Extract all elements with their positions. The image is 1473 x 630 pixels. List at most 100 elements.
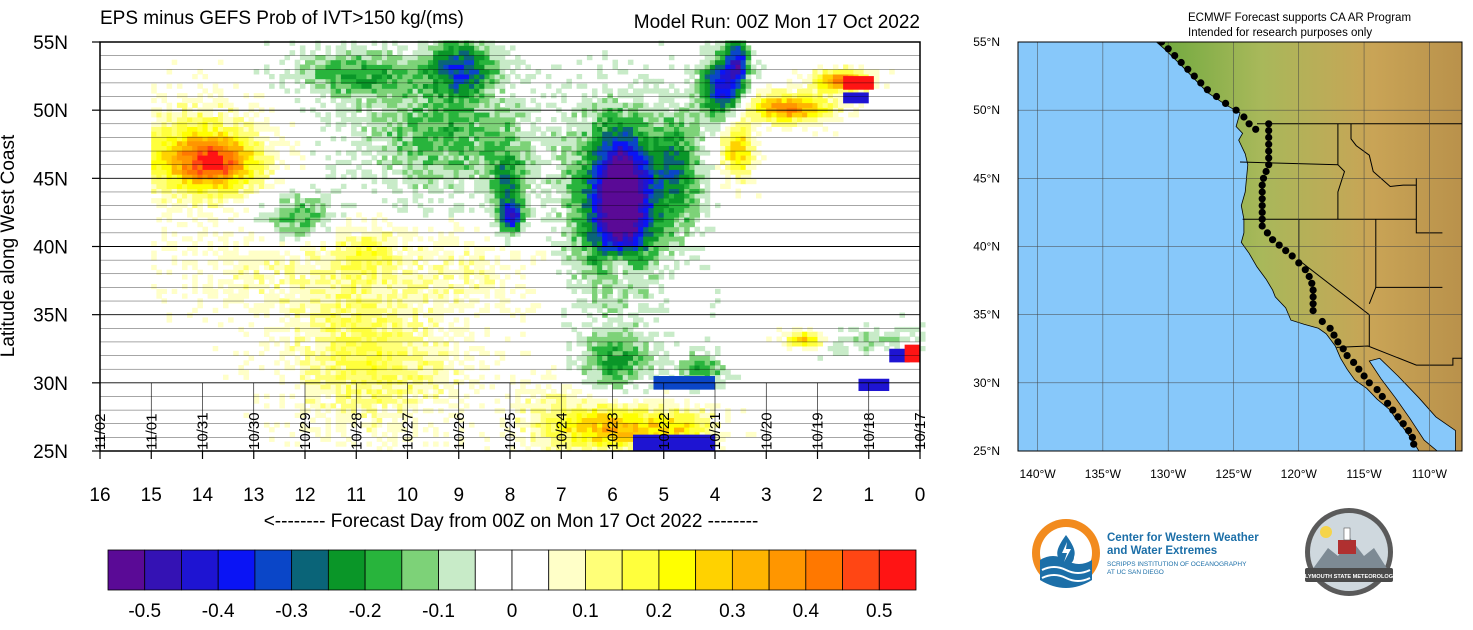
heatmap-cell bbox=[643, 288, 649, 294]
heatmap-cell bbox=[428, 97, 434, 104]
heatmap-cell bbox=[566, 131, 572, 137]
heatmap-cell bbox=[315, 69, 321, 75]
heatmap-cell bbox=[171, 207, 178, 213]
heatmap-cell bbox=[643, 159, 649, 166]
heatmap-cell bbox=[397, 83, 403, 89]
heatmap-cell bbox=[182, 126, 188, 132]
heatmap-cell bbox=[540, 198, 547, 204]
heatmap-cell bbox=[586, 346, 593, 352]
heatmap-cell bbox=[320, 284, 326, 290]
heatmap-cell bbox=[597, 212, 603, 218]
heatmap-cell bbox=[597, 346, 603, 352]
heatmap-cell bbox=[258, 121, 265, 127]
heatmap-cell bbox=[305, 369, 311, 376]
heatmap-cell bbox=[561, 174, 567, 180]
heatmap-cell bbox=[622, 150, 629, 156]
heatmap-cell bbox=[627, 264, 634, 271]
heatmap-cell bbox=[412, 350, 419, 356]
heatmap-cell bbox=[325, 293, 332, 299]
heatmap-cell bbox=[305, 379, 311, 385]
heatmap-cell bbox=[489, 164, 496, 170]
heatmap-cell bbox=[412, 117, 419, 123]
heatmap-cell bbox=[545, 408, 552, 414]
heatmap-cell bbox=[586, 112, 593, 118]
heatmap-cell bbox=[279, 236, 285, 242]
heatmap-cell bbox=[530, 389, 537, 395]
heatmap-cell bbox=[340, 422, 347, 428]
heatmap-cell bbox=[479, 131, 485, 137]
heatmap-cell bbox=[458, 150, 465, 156]
heatmap-cell bbox=[392, 117, 398, 123]
heatmap-cell bbox=[530, 212, 537, 218]
heatmap-cell bbox=[545, 236, 552, 242]
heatmap-cell bbox=[658, 303, 665, 309]
heatmap-cell bbox=[443, 45, 449, 51]
heatmap-cell bbox=[351, 102, 357, 108]
heatmap-cell bbox=[310, 207, 316, 213]
heatmap-cell bbox=[530, 74, 537, 80]
heatmap-cell bbox=[622, 155, 629, 161]
heatmap-cell bbox=[422, 360, 429, 366]
heatmap-cell bbox=[535, 169, 542, 175]
heatmap-cell bbox=[397, 131, 403, 137]
heatmap-cell bbox=[586, 236, 593, 242]
heatmap-cell bbox=[607, 126, 613, 132]
heatmap-cell bbox=[592, 245, 598, 251]
heatmap-cell bbox=[530, 145, 537, 151]
heatmap-cell bbox=[627, 427, 634, 433]
heatmap-cell bbox=[617, 169, 624, 175]
heatmap-cell bbox=[387, 102, 393, 108]
heatmap-cell bbox=[258, 145, 265, 151]
heatmap-cell bbox=[566, 198, 572, 204]
heatmap-cell bbox=[325, 55, 332, 61]
heatmap-cell bbox=[294, 341, 301, 347]
heatmap-cell bbox=[617, 174, 624, 180]
heatmap-cell bbox=[381, 307, 388, 313]
heatmap-cell bbox=[284, 250, 291, 256]
heatmap-cell bbox=[207, 198, 214, 204]
heatmap-cell bbox=[371, 312, 378, 318]
heatmap-cell bbox=[376, 241, 383, 247]
heatmap-cell bbox=[612, 145, 619, 151]
heatmap-cell bbox=[556, 155, 562, 161]
heatmap-cell bbox=[607, 412, 613, 418]
heatmap-cell bbox=[340, 59, 347, 65]
heatmap-cell bbox=[586, 121, 593, 127]
heatmap-cell bbox=[284, 326, 291, 333]
heatmap-cell bbox=[663, 155, 670, 161]
heatmap-cell bbox=[279, 231, 285, 237]
heatmap-cell bbox=[653, 131, 660, 137]
heatmap-cell bbox=[376, 336, 383, 342]
heatmap-cell bbox=[658, 255, 665, 261]
heatmap-cell bbox=[320, 241, 326, 247]
heatmap-cell bbox=[356, 336, 362, 342]
heatmap-cell bbox=[315, 336, 321, 342]
heatmap-cell bbox=[151, 121, 157, 127]
heatmap-cell bbox=[151, 174, 157, 180]
heatmap-cell bbox=[166, 164, 173, 170]
heatmap-cell bbox=[238, 159, 244, 166]
heatmap-cell bbox=[566, 183, 572, 189]
heatmap-cell bbox=[438, 350, 444, 356]
heatmap-cell bbox=[217, 112, 224, 118]
heatmap-cell bbox=[463, 69, 470, 75]
heatmap-cell bbox=[627, 183, 634, 189]
heatmap-cell bbox=[335, 379, 342, 385]
heatmap-cell bbox=[597, 412, 603, 418]
heatmap-cell bbox=[622, 403, 629, 409]
heatmap-cell bbox=[576, 336, 583, 342]
heatmap-cell bbox=[412, 365, 419, 371]
heatmap-cell bbox=[294, 441, 301, 447]
heatmap-cell bbox=[494, 140, 501, 146]
heatmap-cell bbox=[428, 55, 434, 61]
heatmap-cell bbox=[264, 331, 270, 337]
heatmap-cell bbox=[351, 312, 357, 318]
heatmap-cell bbox=[571, 250, 578, 256]
heatmap-cell bbox=[586, 264, 593, 271]
heatmap-cell bbox=[648, 384, 654, 390]
heatmap-cell bbox=[592, 379, 598, 385]
heatmap-cell bbox=[474, 264, 480, 271]
heatmap-cell bbox=[540, 417, 547, 423]
heatmap-cell bbox=[243, 284, 250, 290]
heatmap-cell bbox=[182, 145, 188, 151]
